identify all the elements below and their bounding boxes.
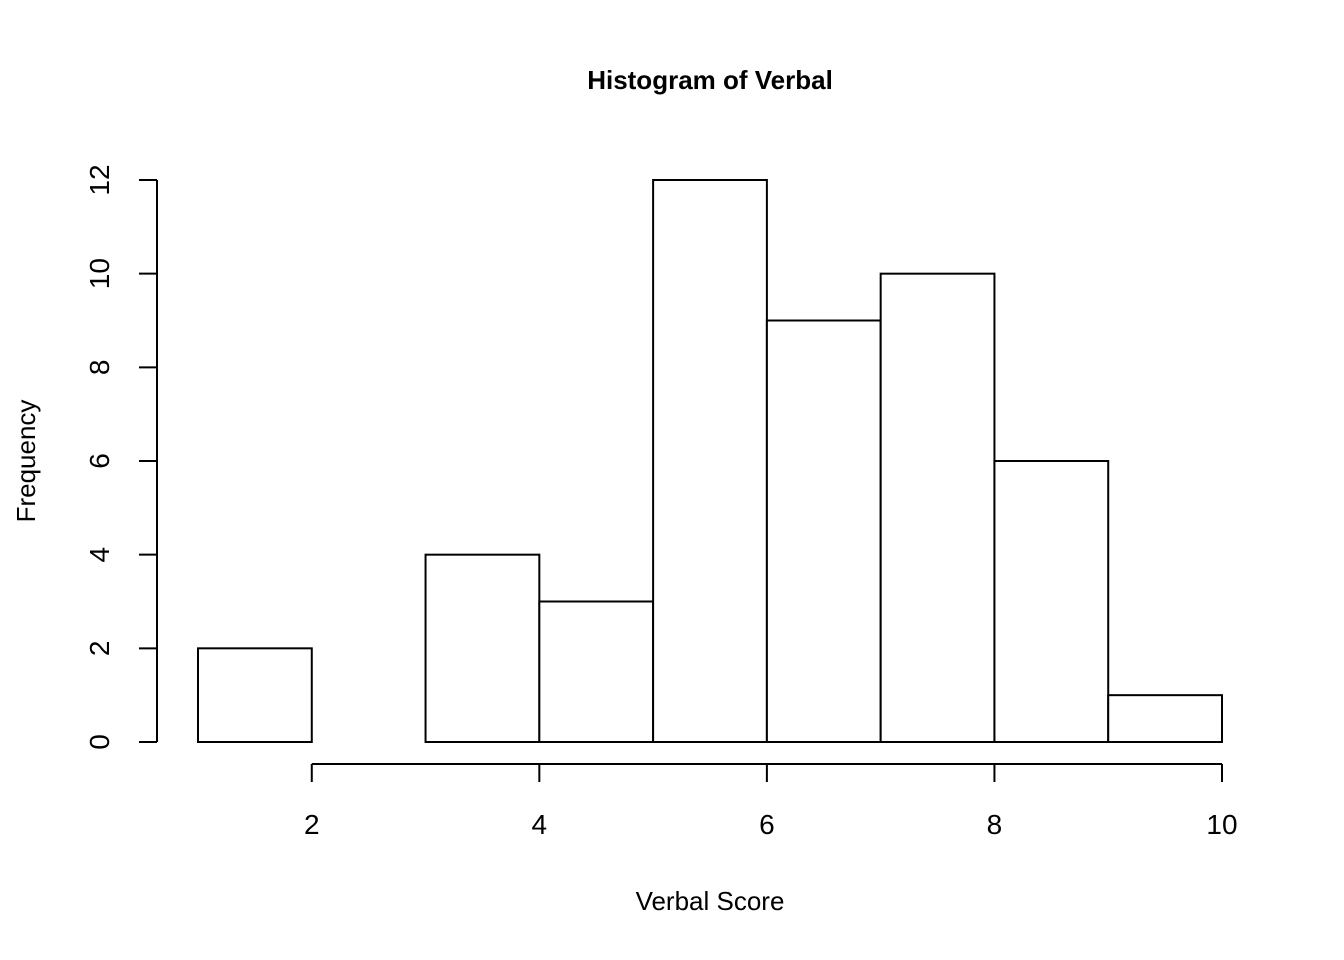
x-tick-label-2: 6 bbox=[759, 809, 775, 840]
y-axis: 0 2 4 6 8 10 12 bbox=[84, 164, 158, 750]
y-tick-label-4: 8 bbox=[84, 360, 115, 376]
y-tick-label-6: 12 bbox=[84, 164, 115, 195]
y-tick-label-0: 0 bbox=[84, 734, 115, 750]
x-tick-label-4: 10 bbox=[1206, 809, 1237, 840]
bars-group bbox=[197, 179, 1223, 744]
bar-4 bbox=[652, 179, 768, 743]
y-tick-label-2: 4 bbox=[84, 547, 115, 563]
bar-2 bbox=[424, 553, 541, 744]
bar-3 bbox=[538, 600, 655, 743]
x-axis-label: Verbal Score bbox=[636, 886, 785, 916]
chart-title: Histogram of Verbal bbox=[587, 65, 833, 95]
bar-7 bbox=[993, 460, 1110, 743]
y-tick-label-3: 6 bbox=[84, 453, 115, 469]
x-tick-label-1: 4 bbox=[532, 809, 548, 840]
y-tick-label-5: 10 bbox=[84, 258, 115, 289]
bar-5 bbox=[765, 319, 882, 743]
bar-6 bbox=[879, 272, 996, 743]
x-axis: 2 4 6 8 10 bbox=[304, 763, 1238, 840]
bar-8 bbox=[1107, 694, 1223, 744]
y-axis-label: Frequency bbox=[11, 400, 41, 523]
y-tick-label-1: 2 bbox=[84, 641, 115, 657]
bar-0 bbox=[197, 647, 313, 743]
x-tick-label-3: 8 bbox=[987, 809, 1003, 840]
x-tick-label-0: 2 bbox=[304, 809, 320, 840]
